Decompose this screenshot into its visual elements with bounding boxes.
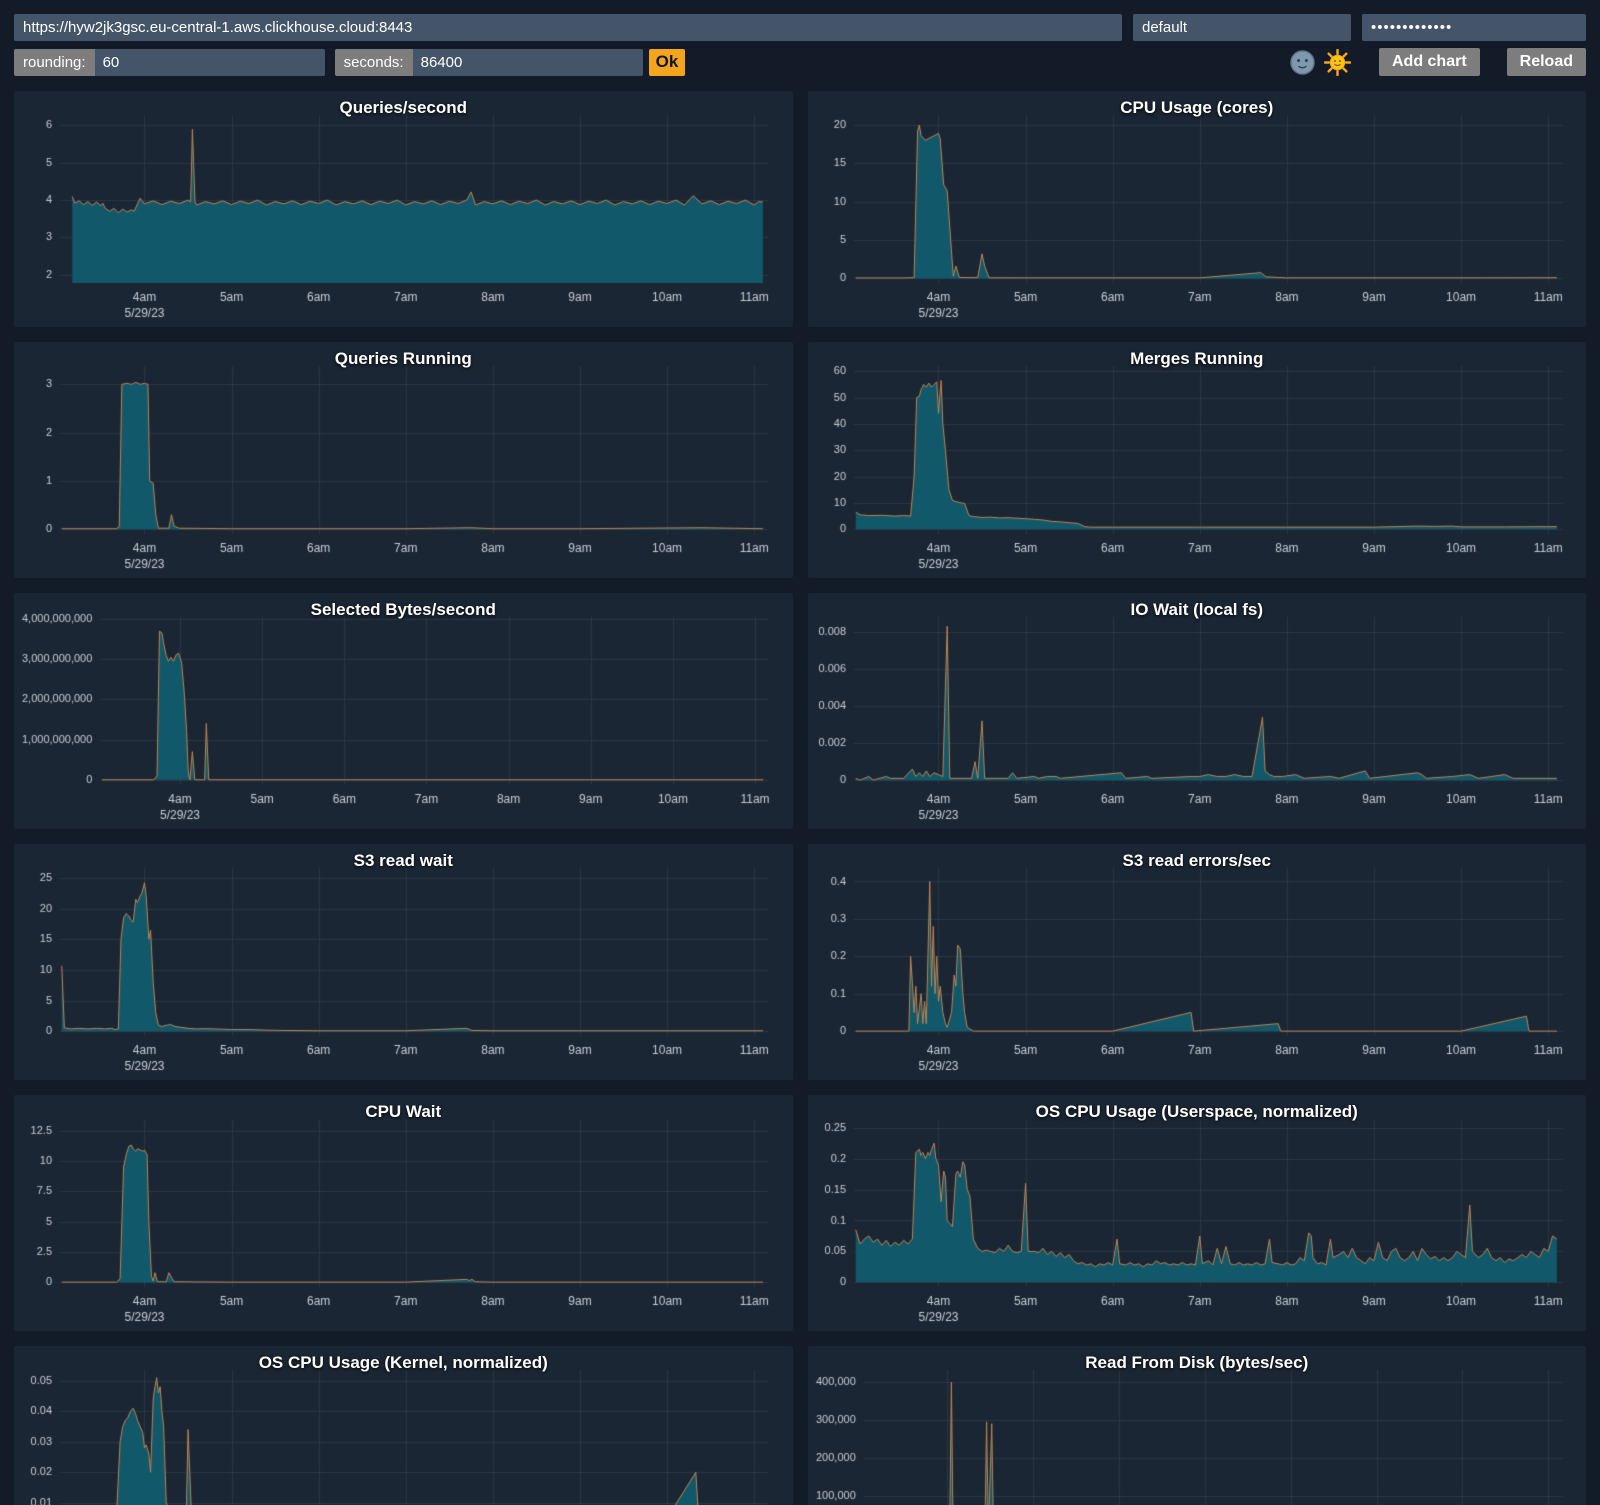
- light-theme-sun-icon[interactable]: [1323, 48, 1351, 76]
- reload-button[interactable]: Reload: [1506, 48, 1586, 76]
- server-url-input[interactable]: [14, 14, 1122, 41]
- ok-button[interactable]: Ok: [648, 48, 686, 76]
- chart-canvas[interactable]: [807, 844, 1586, 1080]
- chart-canvas[interactable]: [14, 91, 793, 327]
- password-input[interactable]: [1362, 14, 1586, 41]
- chart-panel: OS CPU Usage (Kernel, normalized): [14, 1346, 793, 1505]
- chart-panel: Queries Running: [14, 342, 793, 578]
- controls-bar: rounding: seconds: Ok: [0, 41, 1600, 76]
- chart-canvas[interactable]: [807, 342, 1586, 578]
- chart-canvas[interactable]: [807, 593, 1586, 829]
- rounding-input[interactable]: [94, 48, 325, 76]
- chart-canvas[interactable]: [807, 1095, 1586, 1331]
- chart-canvas[interactable]: [807, 91, 1586, 327]
- rounding-label: rounding:: [14, 48, 95, 76]
- chart-canvas[interactable]: [14, 593, 793, 829]
- dark-theme-moon-icon[interactable]: [1290, 49, 1315, 75]
- chart-canvas[interactable]: [14, 1095, 793, 1331]
- connection-bar: [0, 0, 1600, 41]
- chart-panel: IO Wait (local fs): [807, 593, 1586, 829]
- chart-panel: OS CPU Usage (Userspace, normalized): [807, 1095, 1586, 1331]
- chart-panel: Selected Bytes/second: [14, 593, 793, 829]
- chart-panel: S3 read wait: [14, 844, 793, 1080]
- chart-panel: CPU Usage (cores): [807, 91, 1586, 327]
- chart-panel: Queries/second: [14, 91, 793, 327]
- chart-canvas[interactable]: [14, 1346, 793, 1505]
- charts-grid: Queries/second CPU Usage (cores) Queries R…: [0, 76, 1600, 1505]
- seconds-input[interactable]: [412, 48, 643, 76]
- chart-panel: Read From Disk (bytes/sec): [807, 1346, 1586, 1505]
- chart-panel: S3 read errors/sec: [807, 844, 1586, 1080]
- seconds-label: seconds:: [334, 48, 413, 76]
- chart-canvas[interactable]: [14, 342, 793, 578]
- chart-canvas[interactable]: [14, 844, 793, 1080]
- rounding-field: rounding:: [14, 48, 325, 76]
- chart-panel: CPU Wait: [14, 1095, 793, 1331]
- chart-canvas[interactable]: [807, 1346, 1586, 1505]
- seconds-field: seconds:: [334, 48, 643, 76]
- theme-toggle: [1290, 48, 1351, 76]
- username-input[interactable]: [1133, 14, 1351, 41]
- add-chart-button[interactable]: Add chart: [1378, 48, 1480, 76]
- chart-panel: Merges Running: [807, 342, 1586, 578]
